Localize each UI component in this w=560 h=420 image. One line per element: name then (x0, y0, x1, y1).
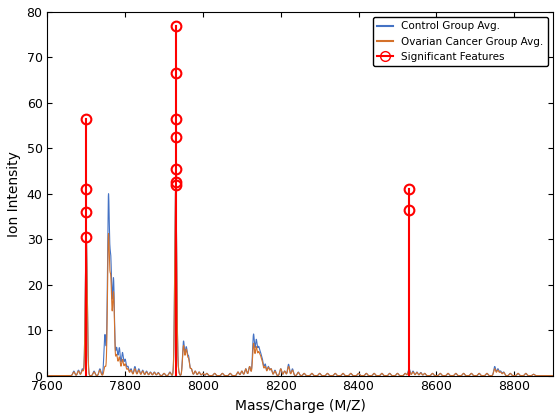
Y-axis label: Ion Intensity: Ion Intensity (7, 151, 21, 237)
Legend: Control Group Avg., Ovarian Cancer Group Avg., Significant Features: Control Group Avg., Ovarian Cancer Group… (374, 17, 548, 66)
X-axis label: Mass/Charge (M/Z): Mass/Charge (M/Z) (235, 399, 366, 413)
